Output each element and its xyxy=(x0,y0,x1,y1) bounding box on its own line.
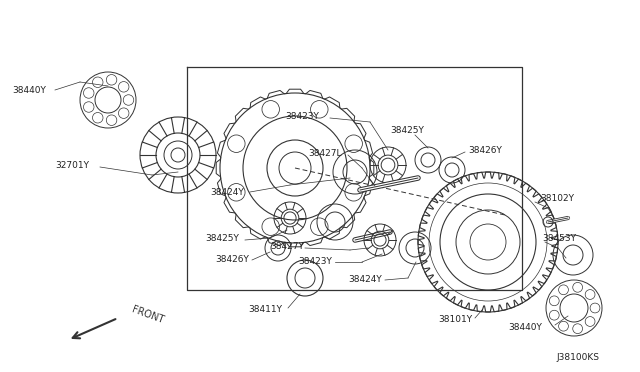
Text: 38440Y: 38440Y xyxy=(12,86,46,94)
Text: 38425Y: 38425Y xyxy=(205,234,239,243)
Text: FRONT: FRONT xyxy=(130,305,164,326)
Text: 38453Y: 38453Y xyxy=(542,234,576,243)
Text: 38426Y: 38426Y xyxy=(468,145,502,154)
Text: 38425Y: 38425Y xyxy=(390,125,424,135)
Text: 38411Y: 38411Y xyxy=(248,305,282,314)
Text: J38100KS: J38100KS xyxy=(556,353,599,362)
Text: 38102Y: 38102Y xyxy=(540,193,574,202)
Text: 32701Y: 32701Y xyxy=(55,160,89,170)
Text: 38426Y: 38426Y xyxy=(215,256,249,264)
Text: 38427Y: 38427Y xyxy=(270,241,304,250)
Text: 38424Y: 38424Y xyxy=(210,187,244,196)
Text: 38423Y: 38423Y xyxy=(285,112,319,121)
Text: 38440Y: 38440Y xyxy=(508,324,542,333)
Text: 38427L: 38427L xyxy=(308,148,342,157)
Text: 38423Y: 38423Y xyxy=(298,257,332,266)
Text: 38424Y: 38424Y xyxy=(348,276,381,285)
Text: 38101Y: 38101Y xyxy=(438,315,472,324)
